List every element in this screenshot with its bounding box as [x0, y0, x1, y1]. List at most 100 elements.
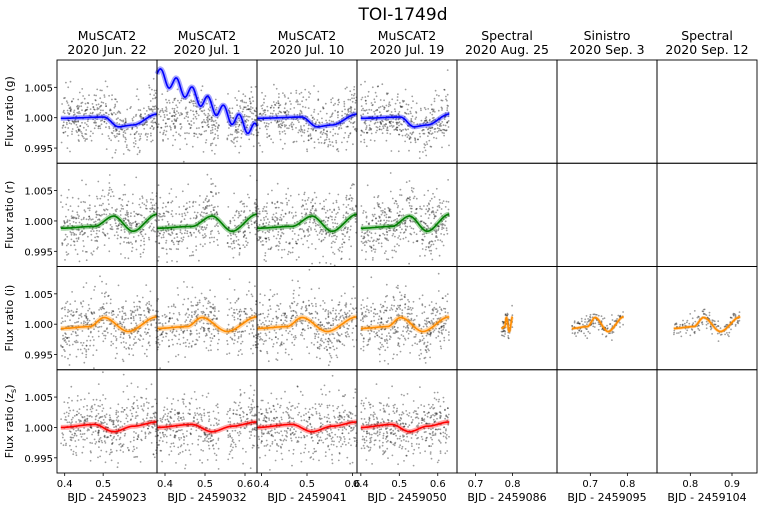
data-point	[161, 108, 163, 110]
data-point	[185, 464, 187, 466]
data-point	[141, 397, 143, 399]
data-point	[146, 355, 148, 357]
data-point	[346, 328, 348, 330]
data-point	[355, 205, 357, 207]
data-point	[85, 351, 87, 353]
data-point	[202, 450, 204, 452]
data-point	[246, 414, 248, 416]
data-point	[203, 341, 205, 343]
data-point	[332, 128, 334, 130]
data-point	[329, 405, 331, 407]
data-point	[240, 408, 242, 410]
data-point	[274, 418, 276, 420]
data-point	[121, 208, 123, 210]
data-point	[145, 333, 147, 335]
data-point	[128, 348, 130, 350]
data-point	[213, 124, 215, 126]
data-point	[323, 132, 325, 134]
data-point	[249, 437, 251, 439]
data-point	[81, 219, 83, 221]
data-point	[189, 343, 191, 345]
data-point	[131, 383, 133, 385]
data-point	[276, 417, 278, 419]
data-point	[302, 199, 304, 201]
data-point	[91, 239, 93, 241]
data-point	[199, 204, 201, 206]
data-point	[187, 444, 189, 446]
data-point	[210, 424, 212, 426]
data-point	[325, 103, 327, 105]
data-point	[218, 339, 220, 341]
data-point	[89, 204, 91, 206]
data-point	[308, 451, 310, 453]
data-point	[352, 101, 354, 103]
data-point	[213, 425, 215, 427]
data-point	[182, 190, 184, 192]
data-point	[82, 330, 84, 332]
data-point	[300, 416, 302, 418]
data-point	[178, 241, 180, 243]
data-point	[145, 398, 147, 400]
data-point	[351, 417, 353, 419]
data-point	[230, 302, 232, 304]
data-point	[213, 411, 215, 413]
data-point	[71, 291, 73, 293]
data-point	[190, 331, 192, 333]
data-point	[318, 336, 320, 338]
data-point	[324, 385, 326, 387]
data-point	[126, 146, 128, 148]
data-point	[149, 225, 151, 227]
data-point	[199, 459, 201, 461]
data-point	[190, 218, 192, 220]
data-point	[142, 345, 144, 347]
data-point	[71, 232, 73, 234]
data-point	[289, 331, 291, 333]
data-point	[182, 304, 184, 306]
data-point	[345, 149, 347, 151]
data-point	[170, 416, 172, 418]
data-point	[138, 436, 140, 438]
data-point	[236, 99, 238, 101]
data-point	[347, 312, 349, 314]
data-point	[316, 333, 318, 335]
data-point	[111, 421, 113, 423]
data-point	[104, 196, 106, 198]
data-point	[353, 86, 355, 88]
data-point	[137, 147, 139, 149]
data-point	[181, 220, 183, 222]
data-point	[166, 125, 168, 127]
data-point	[227, 436, 229, 438]
data-point	[238, 126, 240, 128]
data-point	[162, 139, 164, 141]
data-point	[300, 228, 302, 230]
data-point	[191, 124, 193, 126]
data-point	[237, 217, 239, 219]
y-tick-label: 1.000	[24, 320, 53, 331]
data-point	[127, 447, 129, 449]
data-point	[189, 123, 191, 125]
data-point	[84, 439, 86, 441]
data-point	[276, 201, 278, 203]
data-point	[171, 120, 173, 122]
data-point	[284, 430, 286, 432]
data-point	[310, 209, 312, 211]
data-point	[252, 100, 254, 102]
data-point	[161, 461, 163, 463]
data-point	[261, 244, 263, 246]
data-point	[294, 233, 296, 235]
data-point	[337, 406, 339, 408]
data-point	[145, 316, 147, 318]
data-point	[85, 322, 87, 324]
data-point	[273, 214, 275, 216]
data-point	[134, 396, 136, 398]
data-point	[66, 100, 68, 102]
data-point	[142, 418, 144, 420]
data-point	[151, 223, 153, 225]
data-point	[354, 440, 356, 442]
data-point	[305, 123, 307, 125]
data-point	[74, 435, 76, 437]
data-point	[204, 330, 206, 332]
data-point	[229, 246, 231, 248]
data-point	[120, 229, 122, 231]
data-point	[235, 444, 237, 446]
